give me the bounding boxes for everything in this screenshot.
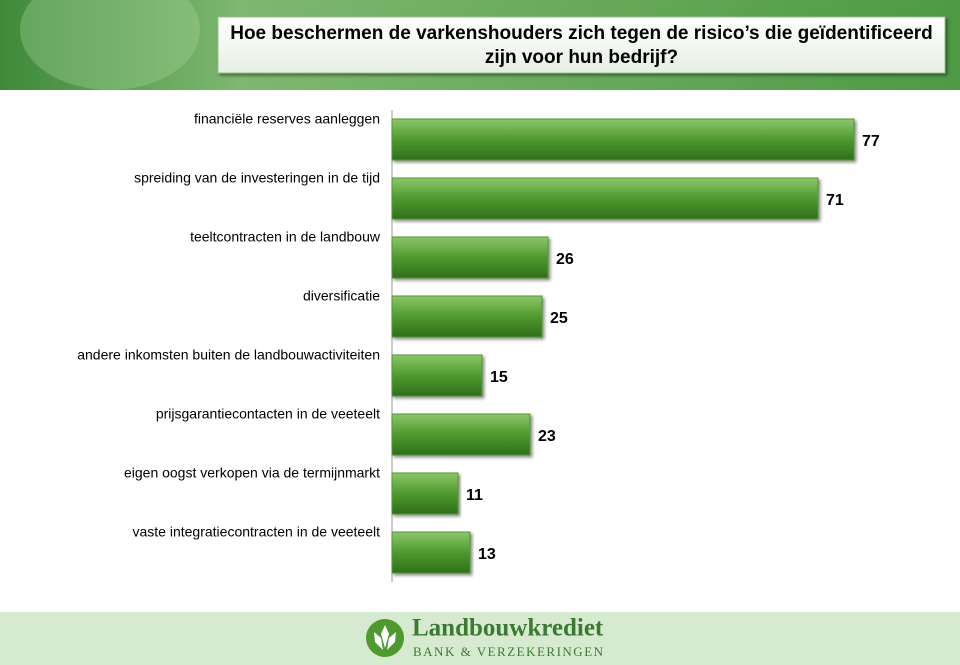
header-decoration [20,0,200,90]
bar [391,472,459,515]
category-label: andere inkomsten buiten de landbouwactiv… [77,347,380,363]
chart-title: Hoe beschermen de varkenshouders zich te… [230,23,933,68]
logo-tagline: BANK & VERZEKERINGEN [413,644,605,659]
bar [391,354,483,397]
title-holder: Hoe beschermen de varkenshouders zich te… [230,23,933,68]
bar [391,295,543,338]
bar [391,531,471,574]
category-label: spreiding van de investeringen in de tij… [134,170,380,186]
value-label: 13 [478,546,496,563]
category-label: eigen oogst verkopen via de termijnmarkt [124,465,380,481]
bar [391,236,549,279]
category-label: vaste integratiecontracten in de veeteel… [133,524,381,540]
bar [391,177,819,220]
value-label: 11 [466,487,483,504]
category-label: diversificatie [303,288,380,304]
value-label: 23 [538,428,556,445]
value-label: 15 [490,369,508,386]
value-label: 71 [826,192,844,209]
value-label: 77 [862,133,880,150]
value-label: 25 [550,310,568,327]
footer-band [0,612,960,665]
bar [391,413,531,456]
value-label: 26 [556,251,574,268]
category-label: financiële reserves aanleggen [194,111,380,127]
title-box [217,16,946,74]
bar [391,118,855,161]
logo-icon [366,619,404,657]
category-label: teeltcontracten in de landbouw [190,229,381,245]
category-label: prijsgarantiecontacten in de veeteelt [156,406,380,422]
logo-name: Landbouwkrediet [412,615,604,642]
